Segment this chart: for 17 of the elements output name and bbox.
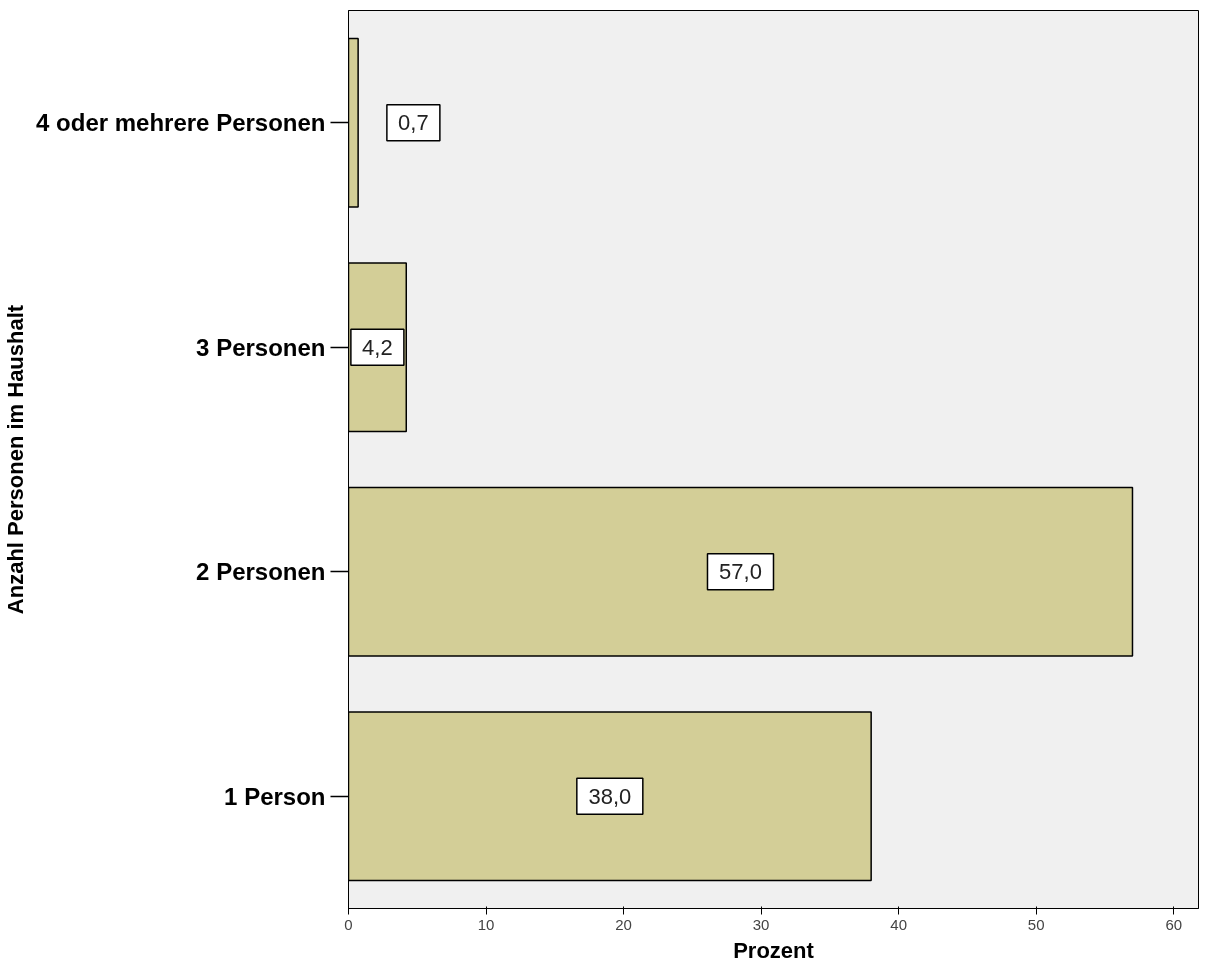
y-tick-label: 1 Person	[224, 782, 326, 810]
data-label: 57,0	[719, 559, 762, 585]
x-tick-label: 40	[890, 915, 908, 933]
x-tick-label: 10	[477, 915, 495, 933]
y-tick-label: 3 Personen	[196, 333, 326, 361]
x-tick-label: 60	[1165, 915, 1183, 933]
x-tick-label: 20	[615, 915, 632, 933]
y-axis-title: Anzahl Personen im Haushalt	[3, 304, 29, 615]
x-axis-title: Prozent	[733, 937, 815, 963]
data-label: 38,0	[588, 783, 632, 809]
x-tick-label: 50	[1027, 915, 1045, 933]
data-label: 4,2	[362, 334, 393, 360]
data-label: 0,7	[398, 110, 429, 136]
x-tick-label: 30	[752, 915, 770, 933]
x-tick-label: 0	[344, 915, 353, 933]
y-tick-label: 2 Personen	[196, 558, 326, 586]
y-tick-label: 4 oder mehrere Personen	[36, 109, 326, 137]
